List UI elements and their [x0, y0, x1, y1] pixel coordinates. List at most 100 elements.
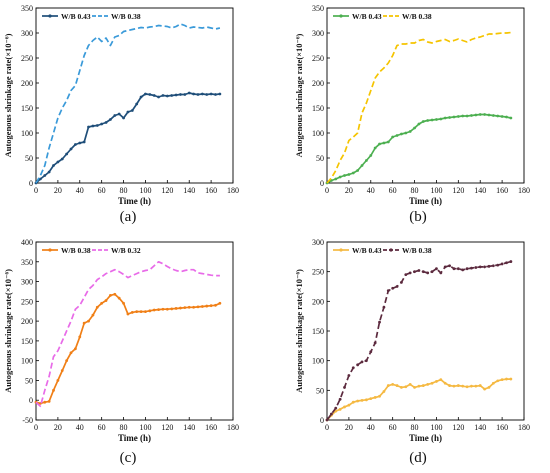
x-axis-label: Time (h)	[409, 433, 442, 443]
x-tick-label: 180	[227, 423, 239, 432]
data-point	[487, 385, 491, 389]
data-point	[165, 94, 169, 98]
x-tick-label: 80	[120, 186, 128, 195]
x-tick-label: 160	[205, 186, 217, 195]
data-point	[82, 140, 86, 144]
legend-marker	[339, 14, 343, 18]
data-point	[161, 94, 165, 97]
x-tick-label: 60	[98, 423, 106, 432]
x-tick-label: 120	[452, 186, 464, 195]
panel-d: 0 20 40 60 80 100 120 140 160 180 0 50 100 150 200 250 3…	[294, 238, 530, 443]
data-point	[505, 115, 508, 119]
data-point	[65, 359, 69, 363]
data-point	[456, 384, 460, 387]
data-point	[421, 120, 425, 123]
data-point	[413, 126, 416, 130]
data-point	[144, 310, 147, 314]
data-point	[91, 313, 95, 317]
y-tick-label: 100	[21, 357, 33, 366]
x-tick-label: 100	[430, 186, 442, 195]
data-point	[452, 267, 456, 271]
series-line-2	[326, 31, 511, 184]
data-point	[386, 289, 390, 293]
y-tick-label: 150	[21, 337, 33, 346]
data-point	[483, 387, 486, 391]
data-point	[500, 262, 504, 266]
data-point	[179, 93, 182, 96]
data-point	[382, 390, 386, 393]
data-point	[52, 388, 55, 392]
data-point	[360, 360, 364, 364]
data-point	[404, 273, 408, 277]
data-point	[465, 114, 469, 118]
data-point	[456, 267, 460, 271]
data-point	[382, 305, 386, 309]
data-point	[470, 266, 473, 270]
data-point	[338, 397, 342, 401]
caption-c: (c)	[120, 450, 137, 466]
data-point	[408, 383, 412, 386]
data-point	[218, 301, 222, 305]
data-point	[165, 307, 169, 311]
data-point	[474, 384, 478, 388]
data-point	[170, 307, 174, 311]
x-tick-label: 120	[452, 423, 464, 432]
caption-d: (d)	[409, 450, 427, 466]
y-tick-label: 0	[320, 179, 324, 188]
x-tick-label: 20	[54, 423, 62, 432]
data-point	[443, 381, 447, 385]
data-point	[347, 374, 351, 377]
caption-a: (a)	[120, 209, 137, 225]
data-point	[47, 170, 51, 174]
x-tick-label: 160	[496, 186, 508, 195]
y-tick-label: 0	[320, 416, 324, 425]
data-point	[439, 271, 443, 275]
x-tick-label: 180	[227, 186, 239, 195]
data-point	[509, 260, 513, 263]
data-point	[465, 267, 469, 271]
data-point	[351, 400, 355, 404]
series-line-2	[35, 260, 220, 408]
data-point	[378, 320, 381, 324]
data-point	[430, 270, 434, 274]
x-tick-label: 120	[161, 423, 173, 432]
data-point	[452, 384, 456, 388]
data-point	[509, 116, 513, 120]
data-point	[161, 307, 165, 311]
data-point	[391, 286, 395, 290]
data-point	[439, 378, 443, 382]
data-point	[351, 171, 355, 175]
y-tick-label: 350	[21, 258, 33, 267]
legend-marker	[48, 248, 52, 252]
data-point	[209, 304, 213, 308]
x-tick-label: 80	[120, 423, 128, 432]
data-point	[448, 116, 451, 119]
y-axis-label: Autogenous shrinkage rate(×10⁻⁶)	[294, 33, 304, 157]
data-point	[122, 301, 125, 305]
plot-frame	[35, 7, 234, 184]
data-point	[139, 310, 143, 314]
data-point	[157, 95, 160, 99]
data-point	[382, 141, 386, 145]
y-tick-label: 300	[312, 29, 324, 38]
data-point	[69, 147, 73, 151]
x-tick-label: 100	[139, 186, 151, 195]
x-tick-label: 140	[474, 423, 486, 432]
data-point	[505, 261, 508, 265]
data-point	[356, 169, 360, 172]
data-point	[408, 130, 412, 133]
x-tick-label: 40	[367, 186, 375, 195]
x-axis-label: Time (h)	[118, 433, 151, 443]
y-axis-label: Autogenous shrinkage rate(×10⁻⁶)	[294, 269, 304, 393]
legend-label: W/B 0.43	[61, 12, 91, 21]
data-point	[461, 268, 465, 272]
x-tick-label: 0	[34, 423, 38, 432]
data-point	[347, 403, 351, 407]
plot-frame	[35, 241, 234, 421]
data-point	[60, 369, 64, 372]
data-point	[187, 91, 191, 95]
data-point	[174, 93, 178, 97]
x-tick-label: 180	[518, 186, 530, 195]
data-point	[117, 112, 121, 116]
